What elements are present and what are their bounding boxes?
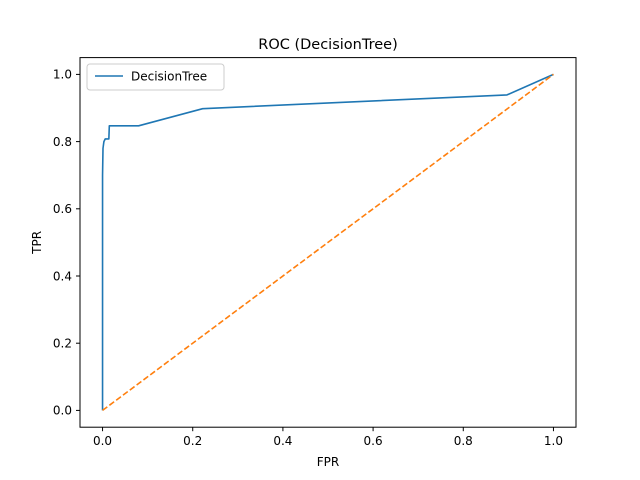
y-tick-label: 0.6 <box>53 202 72 216</box>
legend-label: DecisionTree <box>131 70 207 84</box>
y-tick-label: 0.4 <box>53 269 72 283</box>
y-tick-label: 1.0 <box>53 68 72 82</box>
legend: DecisionTree <box>86 63 225 91</box>
chance-diagonal-line <box>102 73 554 412</box>
roc-curve-line <box>101 73 554 411</box>
x-axis-label: FPR <box>317 455 339 469</box>
legend-box <box>86 63 225 91</box>
y-tick-label: 0.2 <box>53 337 72 351</box>
chart-title: ROC (DecisionTree) <box>258 37 397 53</box>
x-tick-label: 0.0 <box>93 434 112 448</box>
series-layer <box>101 73 554 412</box>
y-tick-label: 0.8 <box>53 135 72 149</box>
x-tick-label: 0.4 <box>273 434 292 448</box>
x-tick-label: 1.0 <box>544 434 563 448</box>
y-axis-label: TPR <box>30 231 44 255</box>
y-axis-ticks: 0.0 0.2 0.4 0.6 0.8 1.0 <box>53 68 80 418</box>
x-axis-ticks: 0.0 0.2 0.4 0.6 0.8 1.0 <box>93 427 563 448</box>
x-tick-label: 0.8 <box>454 434 473 448</box>
axes-frame <box>79 57 577 428</box>
x-tick-label: 0.2 <box>183 434 202 448</box>
x-tick-label: 0.6 <box>364 434 383 448</box>
y-tick-label: 0.0 <box>53 404 72 418</box>
